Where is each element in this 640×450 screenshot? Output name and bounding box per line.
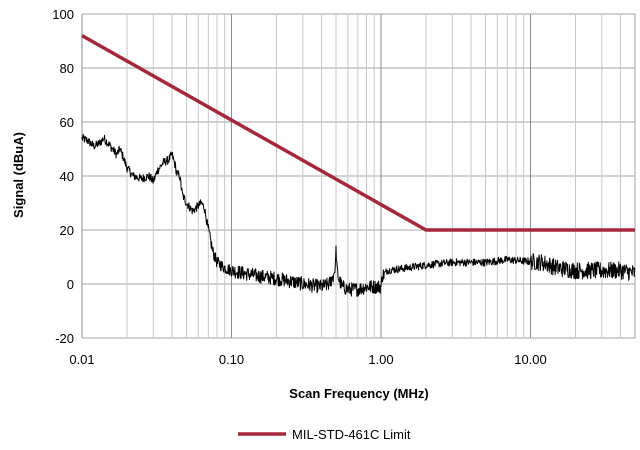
y-tick-label: 100 bbox=[52, 7, 74, 22]
legend: MIL-STD-461C Limit bbox=[238, 427, 411, 442]
y-axis-title: Signal (dBuA) bbox=[11, 132, 26, 218]
series-line-measured-signal bbox=[81, 133, 636, 297]
legend-label-limit: MIL-STD-461C Limit bbox=[292, 427, 411, 442]
x-tick-label: 0.10 bbox=[219, 352, 244, 367]
y-tick-label: 0 bbox=[67, 277, 74, 292]
tick-label-layer: -20 0 20 40 60 80 100 0.01 0.10 1.00 10.00 bbox=[52, 7, 546, 367]
y-tick-label: 80 bbox=[60, 61, 74, 76]
x-tick-label: 10.00 bbox=[514, 352, 547, 367]
y-tick-label: 20 bbox=[60, 223, 74, 238]
series-line-limit bbox=[81, 34, 635, 232]
y-tick-label: -20 bbox=[55, 331, 74, 346]
series-layer bbox=[81, 34, 636, 297]
y-tick-label: 60 bbox=[60, 115, 74, 130]
grid-layer bbox=[81, 13, 636, 339]
y-tick-label: 40 bbox=[60, 169, 74, 184]
x-tick-label: 0.01 bbox=[69, 352, 94, 367]
x-axis-title: Scan Frequency (MHz) bbox=[289, 386, 428, 401]
x-tick-label: 1.00 bbox=[368, 352, 393, 367]
